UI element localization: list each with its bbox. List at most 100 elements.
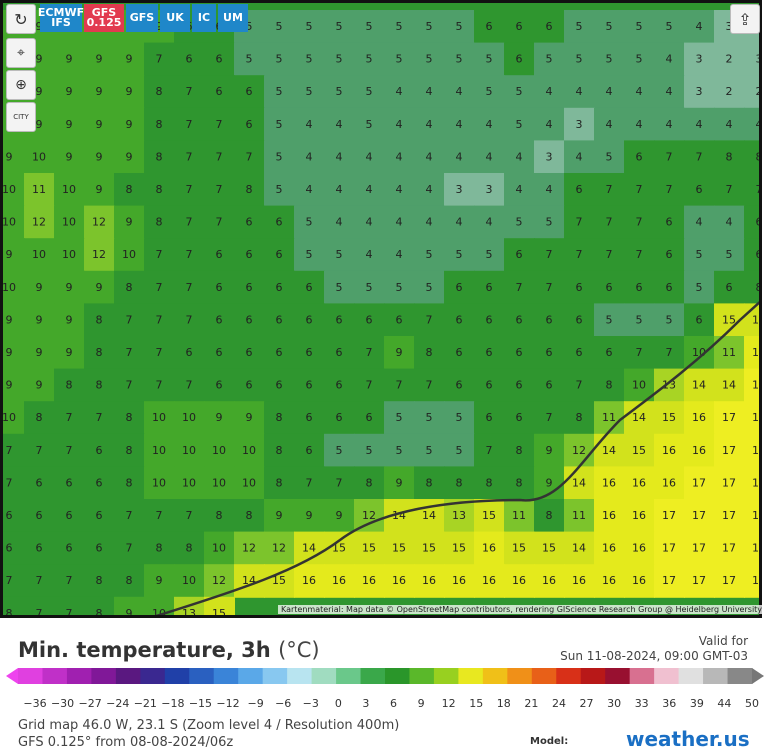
grid-value: 16 <box>332 574 346 587</box>
map-cell <box>24 303 55 337</box>
map-cell <box>594 368 625 403</box>
map-cell <box>474 499 505 533</box>
colorbar-label: 30 <box>607 697 621 710</box>
grid-value: 5 <box>606 313 613 326</box>
colorbar-label: −9 <box>248 697 264 710</box>
grid-value: 7 <box>366 346 373 359</box>
map-cell <box>84 238 115 272</box>
grid-value: 8 <box>126 281 133 294</box>
grid-value: 2 <box>756 85 763 98</box>
grid-value: 4 <box>756 118 763 131</box>
grid-value: 9 <box>126 216 133 229</box>
colorbar-label: −21 <box>134 697 157 710</box>
model-button[interactable]: UM <box>218 4 248 32</box>
grid-value: 16 <box>452 574 466 587</box>
grid-value: 7 <box>636 248 643 261</box>
grid-value: 7 <box>126 379 133 392</box>
grid-value: 8 <box>276 411 283 424</box>
map-cell <box>234 238 265 272</box>
map-cell <box>294 401 325 435</box>
map-cell <box>474 466 505 500</box>
colorbar-segment <box>629 668 655 684</box>
map-cell <box>624 75 655 109</box>
grid-value: 9 <box>36 118 43 131</box>
locate-button[interactable]: ⌖ <box>6 38 36 68</box>
grid-value: 4 <box>516 183 523 196</box>
model-button[interactable]: GFS 0.125 <box>84 4 124 32</box>
map-cell <box>54 270 85 305</box>
map-cell <box>84 75 115 109</box>
map-cell <box>0 140 25 174</box>
map-cell <box>654 336 685 370</box>
share-button[interactable]: ⇪ <box>730 4 760 34</box>
map-cell <box>204 205 235 240</box>
grid-value: 4 <box>336 183 343 196</box>
grid-value: 7 <box>6 444 13 457</box>
grid-value: 12 <box>362 509 376 522</box>
grid-value: 5 <box>276 118 283 131</box>
map-cell <box>54 466 85 500</box>
grid-value: 9 <box>6 379 13 392</box>
map-cell <box>144 205 175 240</box>
grid-value: 4 <box>366 216 373 229</box>
brand[interactable]: weather.us <box>626 727 750 751</box>
grid-value: 16 <box>662 444 676 457</box>
map-cell <box>204 107 235 142</box>
grid-value: 5 <box>246 53 253 66</box>
grid-value: 8 <box>246 183 253 196</box>
grid-value: 10 <box>2 216 16 229</box>
map-cell <box>534 140 565 174</box>
grid-value: 17 <box>752 574 762 587</box>
grid-value: 7 <box>576 216 583 229</box>
colorbar-label: −6 <box>275 697 291 710</box>
model-button[interactable]: UK <box>160 4 190 32</box>
grid-value: 8 <box>756 150 763 163</box>
refresh-button[interactable]: ↻ <box>6 4 36 34</box>
model-button[interactable]: ECMWF IFS <box>38 4 84 32</box>
grid-value: 9 <box>396 346 403 359</box>
map-cell <box>744 42 762 77</box>
map-cell <box>144 531 175 566</box>
map-cell <box>744 368 762 403</box>
map-cell <box>744 107 762 142</box>
map-cell <box>54 107 85 142</box>
map-cell <box>204 42 235 77</box>
map-cell <box>294 303 325 337</box>
map-cell <box>114 466 145 500</box>
map-cell <box>504 107 535 142</box>
grid-value: 8 <box>216 509 223 522</box>
map-cell <box>384 433 415 468</box>
map-cell <box>444 140 475 174</box>
grid-value: 15 <box>722 313 736 326</box>
grid-value: 15 <box>392 542 406 555</box>
map-cell <box>354 466 385 500</box>
grid-value: 17 <box>662 509 676 522</box>
map-cell <box>204 75 235 109</box>
grid-value: 9 <box>336 509 343 522</box>
grid-value: 6 <box>6 542 13 555</box>
zoom-button[interactable]: ⊕ <box>6 70 36 100</box>
grid-value: 17 <box>752 542 762 555</box>
grid-value: 12 <box>92 216 106 229</box>
grid-value: 9 <box>66 150 73 163</box>
model-button[interactable]: GFS <box>126 4 158 32</box>
grid-value: 7 <box>66 444 73 457</box>
grid-value: 6 <box>276 313 283 326</box>
grid-value: 16 <box>602 542 616 555</box>
city-button[interactable]: CITY <box>6 102 36 132</box>
map-cell <box>174 140 205 174</box>
grid-value: 4 <box>426 150 433 163</box>
grid-value: 5 <box>606 20 613 33</box>
map-cell <box>0 173 25 207</box>
map-cell <box>144 368 175 403</box>
model-button[interactable]: IC <box>192 4 216 32</box>
colorbar-label: −15 <box>189 697 212 710</box>
grid-value: 8 <box>156 150 163 163</box>
map-cell <box>444 401 475 435</box>
grid-value: 4 <box>546 183 553 196</box>
map-cell <box>264 303 295 337</box>
grid-value: 3 <box>546 150 553 163</box>
map-cell <box>24 238 55 272</box>
grid-value: 10 <box>152 607 166 618</box>
map-cell <box>354 238 385 272</box>
